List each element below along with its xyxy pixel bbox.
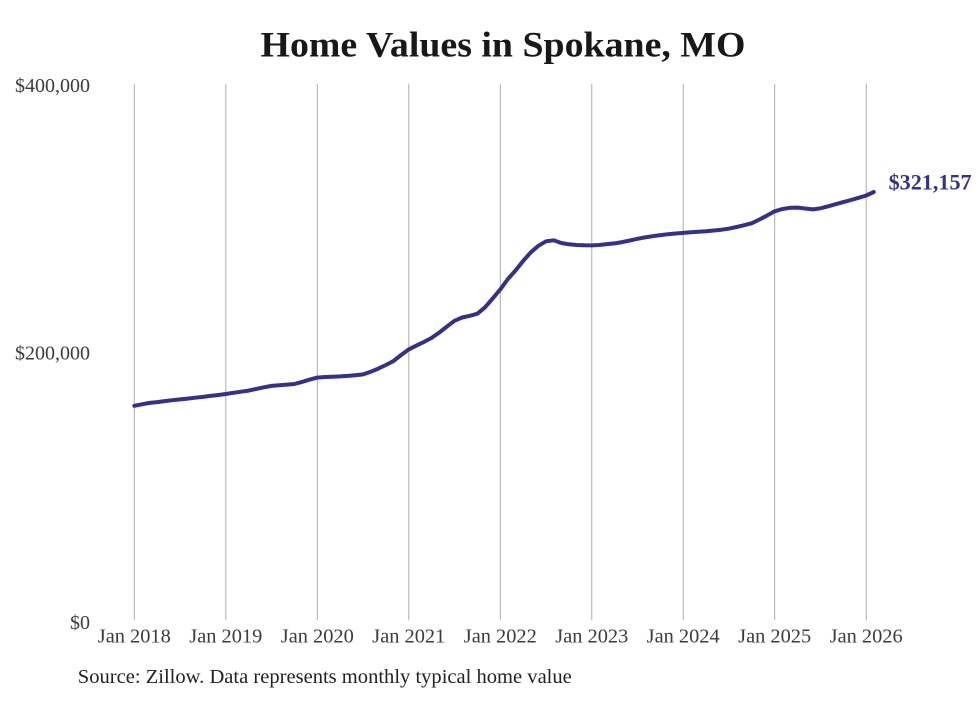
svg-text:Jan 2026: Jan 2026 [830,626,903,648]
svg-text:Jan 2019: Jan 2019 [189,626,262,648]
svg-text:$0: $0 [70,612,90,634]
svg-text:$321,157: $321,157 [889,170,972,195]
svg-text:$200,000: $200,000 [15,342,90,364]
svg-text:Jan 2020: Jan 2020 [281,626,354,648]
svg-text:Jan 2021: Jan 2021 [372,626,445,648]
svg-text:Source: Zillow. Data represent: Source: Zillow. Data represents monthly … [78,666,572,688]
svg-text:$400,000: $400,000 [15,75,90,97]
svg-text:Jan 2025: Jan 2025 [738,626,811,648]
svg-text:Jan 2023: Jan 2023 [555,626,628,648]
svg-text:Home Values in Spokane, MO: Home Values in Spokane, MO [261,25,746,65]
svg-text:Jan 2024: Jan 2024 [647,626,720,648]
svg-text:Jan 2022: Jan 2022 [464,626,537,648]
svg-text:Jan 2018: Jan 2018 [98,626,171,648]
